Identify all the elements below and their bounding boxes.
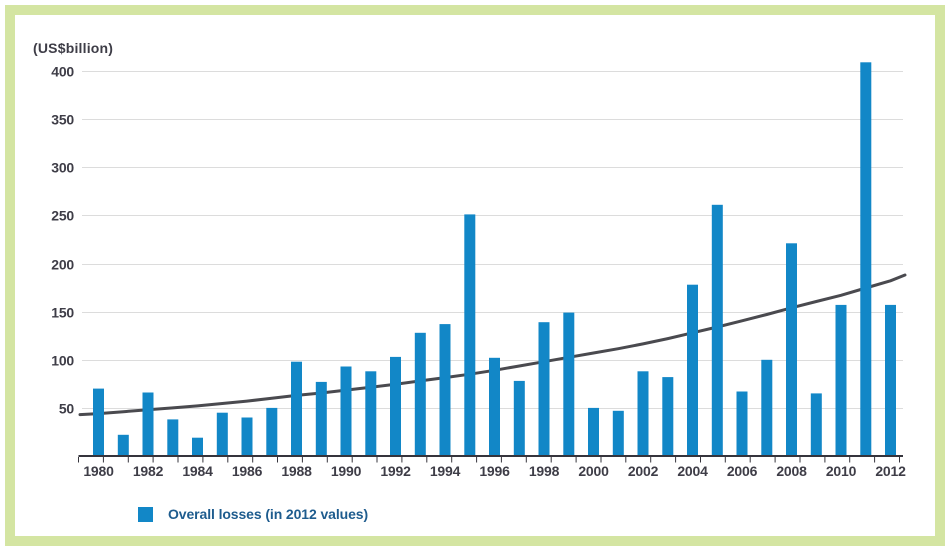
bar-1982: [142, 392, 154, 456]
y-tick-label-400: 400: [51, 64, 74, 80]
bar-1985: [216, 412, 228, 456]
bar-1998: [538, 322, 550, 456]
x-tick-label-1986: 1986: [232, 463, 263, 479]
y-axis-unit-label: (US$billion): [33, 40, 114, 56]
bar-1984: [192, 437, 203, 456]
bar-2002: [637, 371, 649, 456]
x-tick-label-2000: 2000: [578, 463, 609, 479]
x-tick-label-1990: 1990: [331, 463, 362, 479]
x-tick-label-1998: 1998: [529, 463, 560, 479]
bar-2011: [860, 62, 872, 457]
x-tick-label-2012: 2012: [875, 463, 906, 479]
bar-1996: [489, 357, 500, 456]
bar-2008: [786, 243, 797, 456]
y-tick-label-250: 250: [51, 208, 74, 224]
x-tick-label-1988: 1988: [281, 463, 312, 479]
y-tick-label-50: 50: [59, 401, 75, 417]
bar-1989: [315, 381, 327, 456]
bar-1995: [464, 214, 476, 456]
y-tick-label-350: 350: [51, 112, 74, 128]
bar-1990: [340, 366, 352, 456]
x-tick-label-2004: 2004: [677, 463, 708, 479]
bar-1988: [291, 361, 302, 456]
x-tick-label-1980: 1980: [83, 463, 114, 479]
bar-1980: [93, 388, 104, 456]
bar-1987: [266, 407, 278, 456]
legend: Overall losses (in 2012 values): [138, 506, 368, 522]
bar-1986: [241, 417, 253, 456]
x-tick-label-2006: 2006: [727, 463, 758, 479]
bar-1981: [117, 434, 129, 456]
bar-1994: [439, 324, 451, 456]
bar-2005: [711, 204, 723, 456]
bar-2009: [810, 393, 822, 456]
x-tick-label-2008: 2008: [776, 463, 807, 479]
bar-1993: [414, 332, 426, 456]
bar-2012: [885, 304, 896, 456]
x-tick-label-2002: 2002: [628, 463, 659, 479]
bar-1992: [390, 356, 401, 456]
bar-1997: [513, 380, 525, 456]
y-tick-label-200: 200: [51, 257, 74, 273]
x-tick-label-1984: 1984: [182, 463, 213, 479]
x-tick-label-1994: 1994: [430, 463, 461, 479]
bar-2001: [612, 410, 624, 456]
x-tick-label-1992: 1992: [380, 463, 411, 479]
y-tick-label-300: 300: [51, 160, 74, 176]
bar-2007: [761, 359, 773, 457]
x-tick-label-2010: 2010: [826, 463, 857, 479]
bar-2003: [662, 377, 674, 456]
bar-1999: [563, 312, 575, 456]
bar-1983: [167, 419, 179, 456]
legend-label: Overall losses (in 2012 values): [168, 506, 369, 522]
y-tick-label-150: 150: [51, 305, 74, 321]
bar-2006: [736, 391, 748, 456]
x-tick-label-1996: 1996: [479, 463, 510, 479]
bar-2004: [687, 284, 698, 456]
bar-2000: [588, 407, 599, 456]
y-tick-label-100: 100: [51, 353, 74, 369]
bar-1991: [365, 371, 377, 456]
bar-2010: [835, 304, 847, 456]
legend-swatch: [138, 506, 153, 522]
x-tick-label-1982: 1982: [133, 463, 164, 479]
